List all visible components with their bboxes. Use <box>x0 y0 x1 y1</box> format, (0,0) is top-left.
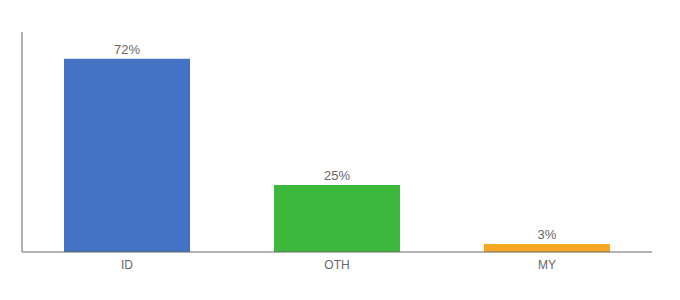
svg-text:3%: 3% <box>538 227 557 242</box>
svg-text:OTH: OTH <box>324 258 349 272</box>
svg-text:72%: 72% <box>114 42 140 57</box>
svg-text:MY: MY <box>538 258 556 272</box>
svg-text:25%: 25% <box>324 168 350 183</box>
svg-text:ID: ID <box>121 258 133 272</box>
